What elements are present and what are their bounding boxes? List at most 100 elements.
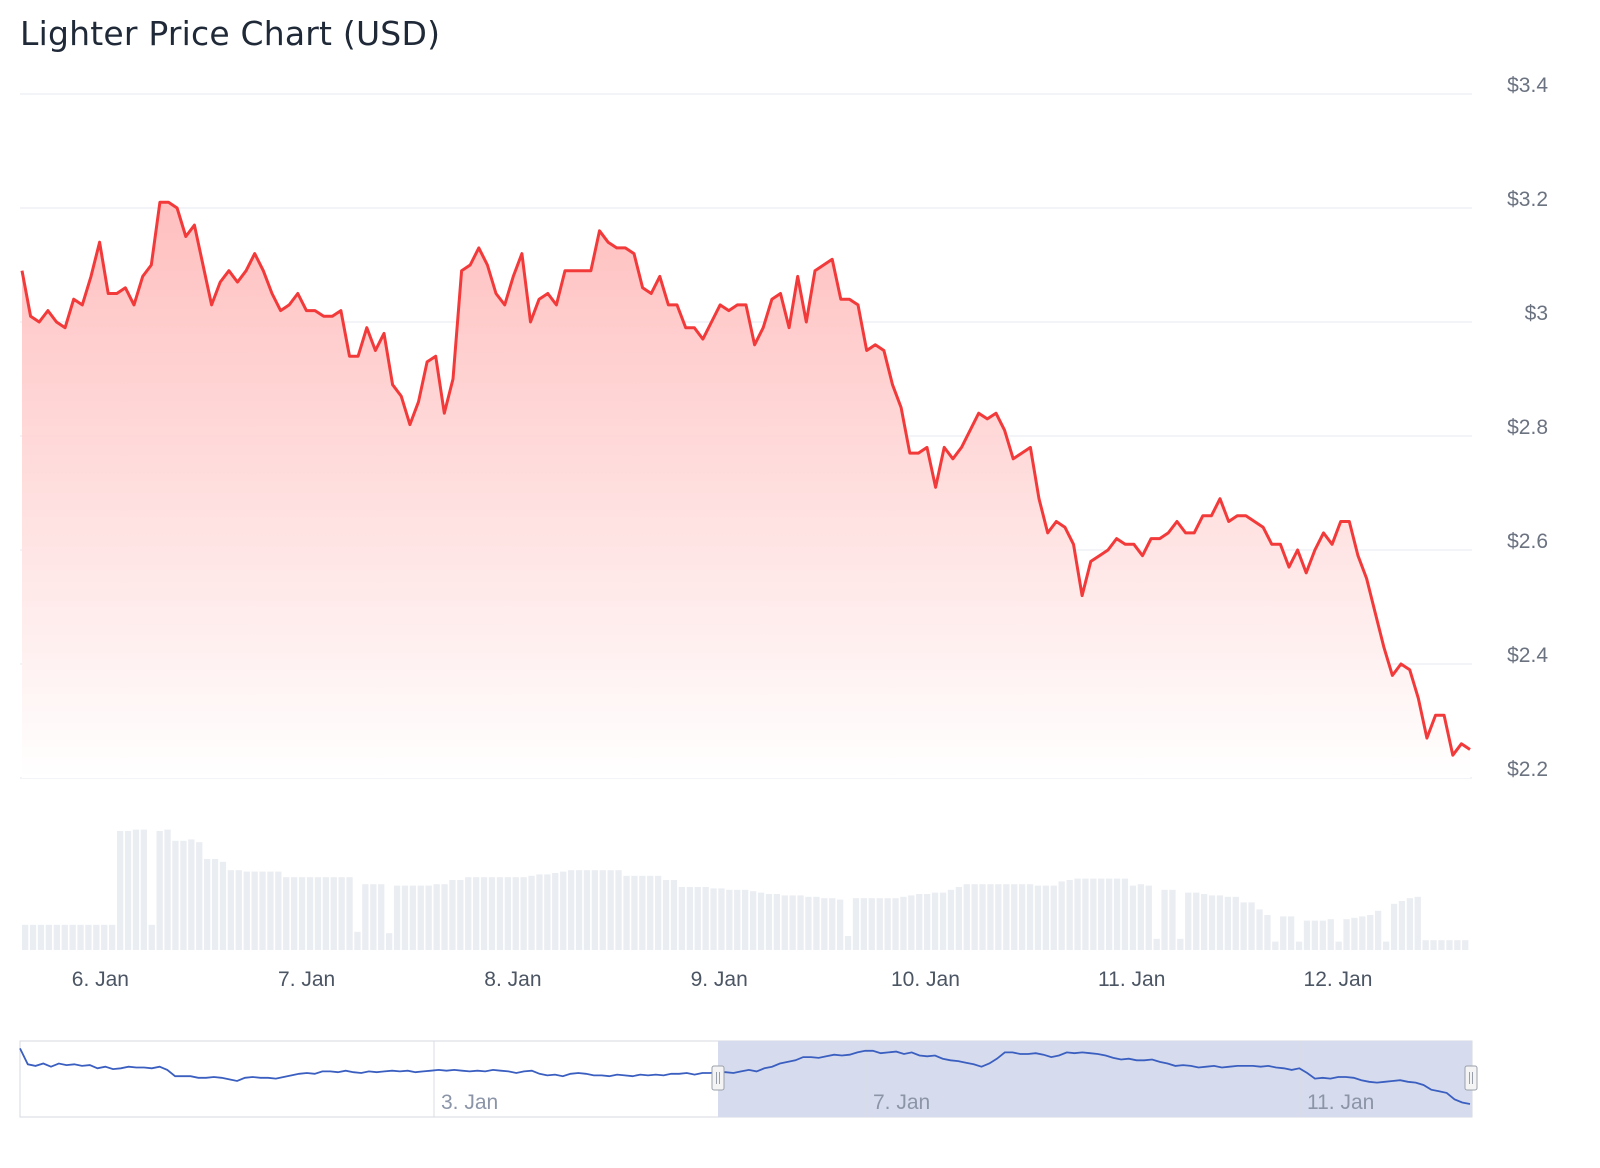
volume-bar bbox=[575, 870, 583, 950]
volume-bar bbox=[868, 898, 875, 950]
volume-bar bbox=[1264, 915, 1271, 950]
volume-bar bbox=[496, 877, 504, 950]
volume-bar bbox=[623, 875, 630, 950]
volume-bar bbox=[354, 931, 361, 950]
navigator-gridlines bbox=[433, 1041, 1301, 1117]
volume-bar bbox=[267, 871, 274, 950]
y-tick-label: $2.8 bbox=[1507, 416, 1548, 439]
navigator-x-axis: 3. Jan 7. Jan 11. Jan bbox=[441, 1091, 1374, 1114]
volume-bar bbox=[639, 875, 646, 950]
volume-bar bbox=[829, 898, 836, 950]
volume-bar bbox=[734, 889, 741, 950]
volume-bar bbox=[947, 889, 955, 950]
volume-bar bbox=[1216, 895, 1224, 950]
volume-bar bbox=[457, 880, 464, 950]
volume-bar bbox=[1011, 884, 1018, 950]
volume-bar bbox=[1343, 919, 1350, 950]
volume-bar bbox=[1398, 901, 1406, 950]
volume-bar bbox=[1438, 940, 1445, 950]
volume-bar bbox=[473, 877, 480, 950]
volume-bar bbox=[1098, 878, 1105, 950]
volume-bar bbox=[1066, 880, 1073, 950]
volume-bar bbox=[773, 894, 780, 950]
volume-bar bbox=[243, 871, 250, 950]
x-tick-label: 8. Jan bbox=[484, 968, 541, 991]
volume-bar bbox=[314, 877, 322, 950]
volume-bar bbox=[1446, 940, 1453, 950]
volume-bar bbox=[370, 884, 377, 950]
volume-bar bbox=[924, 894, 931, 950]
volume-bar bbox=[306, 877, 314, 950]
volume-bar bbox=[789, 895, 796, 950]
volume-bar bbox=[1359, 916, 1366, 950]
volume-bar bbox=[433, 884, 440, 950]
volume-bar bbox=[528, 875, 535, 950]
volume-bar bbox=[93, 924, 100, 950]
volume-bar bbox=[1248, 902, 1255, 950]
y-axis: $2.2 $2.4 $2.6 $2.8 $3 $3.2 $3.4 bbox=[1507, 74, 1548, 781]
volume-bar bbox=[1177, 938, 1184, 950]
volume-bar bbox=[180, 840, 187, 950]
volume-bar bbox=[417, 885, 424, 950]
x-axis: 6. Jan 7. Jan 8. Jan 9. Jan 10. Jan 11. Jan 12… bbox=[72, 968, 1373, 991]
volume-bar bbox=[781, 895, 788, 950]
volume-bar bbox=[631, 875, 638, 950]
volume-bar bbox=[678, 887, 685, 950]
volume-bar bbox=[1003, 884, 1010, 950]
navigator-tick-label: 7. Jan bbox=[873, 1091, 930, 1114]
volume-bar bbox=[259, 871, 266, 950]
volume-bar bbox=[338, 877, 345, 950]
volume-bar bbox=[1272, 941, 1279, 950]
volume-bar bbox=[1383, 941, 1390, 950]
volume-bar bbox=[1319, 920, 1326, 950]
volume-bar bbox=[963, 884, 970, 950]
volume-bar bbox=[409, 885, 416, 950]
volume-bar bbox=[844, 936, 852, 950]
volume-bar bbox=[1193, 892, 1200, 950]
volume-bar bbox=[61, 924, 68, 950]
range-navigator[interactable]: 3. Jan 7. Jan 11. Jan bbox=[19, 1040, 1478, 1118]
volume-bar bbox=[227, 870, 234, 950]
volume-bar bbox=[124, 831, 132, 950]
volume-bar bbox=[1224, 896, 1231, 950]
volume-bar bbox=[852, 898, 860, 950]
volume-bar bbox=[1414, 896, 1421, 950]
volume-bar bbox=[1327, 919, 1334, 950]
navigator-right-handle[interactable] bbox=[1464, 1065, 1478, 1091]
volume-bar bbox=[1026, 884, 1034, 950]
price-line bbox=[20, 200, 1471, 757]
navigator-left-handle[interactable] bbox=[711, 1065, 725, 1091]
volume-bar bbox=[1201, 894, 1208, 950]
volume-bar bbox=[1058, 881, 1065, 950]
x-tick-label: 7. Jan bbox=[278, 968, 335, 991]
volume-bar bbox=[860, 898, 867, 950]
volume-bar bbox=[322, 877, 329, 950]
volume-bar bbox=[211, 859, 219, 950]
volume-bar bbox=[1462, 940, 1469, 950]
volume-bar bbox=[995, 884, 1002, 950]
volume-bar bbox=[670, 880, 678, 950]
volume-bar bbox=[876, 898, 883, 950]
volume-bar bbox=[931, 892, 939, 950]
volume-bar bbox=[441, 884, 448, 950]
volume-bar bbox=[1090, 878, 1097, 950]
volume-bar bbox=[196, 842, 203, 950]
volume-bar bbox=[1375, 910, 1382, 950]
x-tick-label: 11. Jan bbox=[1098, 968, 1165, 991]
volume-bar bbox=[765, 894, 773, 950]
volume-bar bbox=[1145, 885, 1152, 950]
volume-bar bbox=[1161, 889, 1168, 950]
volume-bar bbox=[37, 924, 45, 950]
volume-bar bbox=[1288, 916, 1295, 950]
volume-bar bbox=[971, 884, 978, 950]
price-area bbox=[22, 202, 1470, 779]
volume-bar bbox=[1208, 895, 1216, 950]
volume-bar bbox=[757, 892, 765, 950]
volume-bar bbox=[22, 924, 29, 950]
volume-bar bbox=[1169, 889, 1176, 950]
volume-bar bbox=[298, 877, 306, 950]
volume-bar bbox=[109, 924, 116, 950]
volume-bar bbox=[401, 885, 409, 950]
x-tick-label: 9. Jan bbox=[691, 968, 748, 991]
